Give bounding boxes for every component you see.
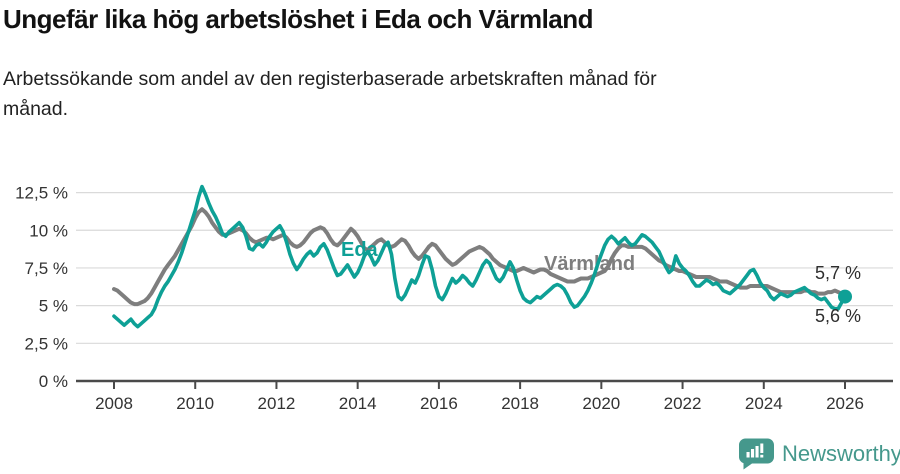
exclamation-dot [760, 454, 764, 458]
subtitle-line-1: Arbetssökande som andel av den registerb… [3, 68, 657, 90]
x-axis-label: 2008 [95, 394, 133, 413]
newsworthy-brand-text: Newsworthy [782, 441, 900, 466]
x-axis-label: 2010 [176, 394, 214, 413]
x-axis-label: 2018 [501, 394, 539, 413]
subtitle-line-2: månad. [3, 98, 69, 121]
y-axis-label: 7,5 % [25, 259, 68, 278]
end-value-label-varmland: 5,7 % [815, 263, 861, 283]
bar-3 [755, 446, 759, 458]
page-title: Ungefär lika hög arbetslöshet i Eda och … [3, 4, 594, 34]
series-label-varmland: Värmland [544, 253, 635, 275]
y-axis-label: 2,5 % [25, 334, 68, 353]
x-axis-label: 2014 [339, 394, 377, 413]
series-label-eda: Eda [341, 239, 379, 261]
series-line-varmland [112, 207, 847, 307]
y-axis-label: 0 % [39, 372, 68, 391]
x-axis-label: 2020 [582, 394, 620, 413]
bar-2 [751, 449, 755, 458]
newsworthy-logo-icon [739, 438, 774, 470]
y-axis-label: 10 % [29, 221, 68, 240]
series-line-eda [112, 184, 847, 329]
latest-point-dot-eda [838, 289, 853, 304]
x-axis-label: 2022 [664, 394, 702, 413]
x-axis-label: 2016 [420, 394, 458, 413]
exclamation-stem [760, 443, 764, 453]
bar-1 [746, 452, 750, 458]
end-value-label-eda: 5,6 % [815, 306, 861, 326]
y-axis-label: 5 % [39, 297, 68, 316]
x-axis-label: 2012 [258, 394, 296, 413]
page-subtitle: Arbetssökande som andel av den registerb… [3, 64, 853, 124]
x-axis-label: 2026 [826, 394, 864, 413]
newsworthy-logo: Newsworthy [738, 438, 900, 470]
x-axis-label: 2024 [745, 394, 783, 413]
y-axis-label: 12,5 % [15, 184, 68, 203]
